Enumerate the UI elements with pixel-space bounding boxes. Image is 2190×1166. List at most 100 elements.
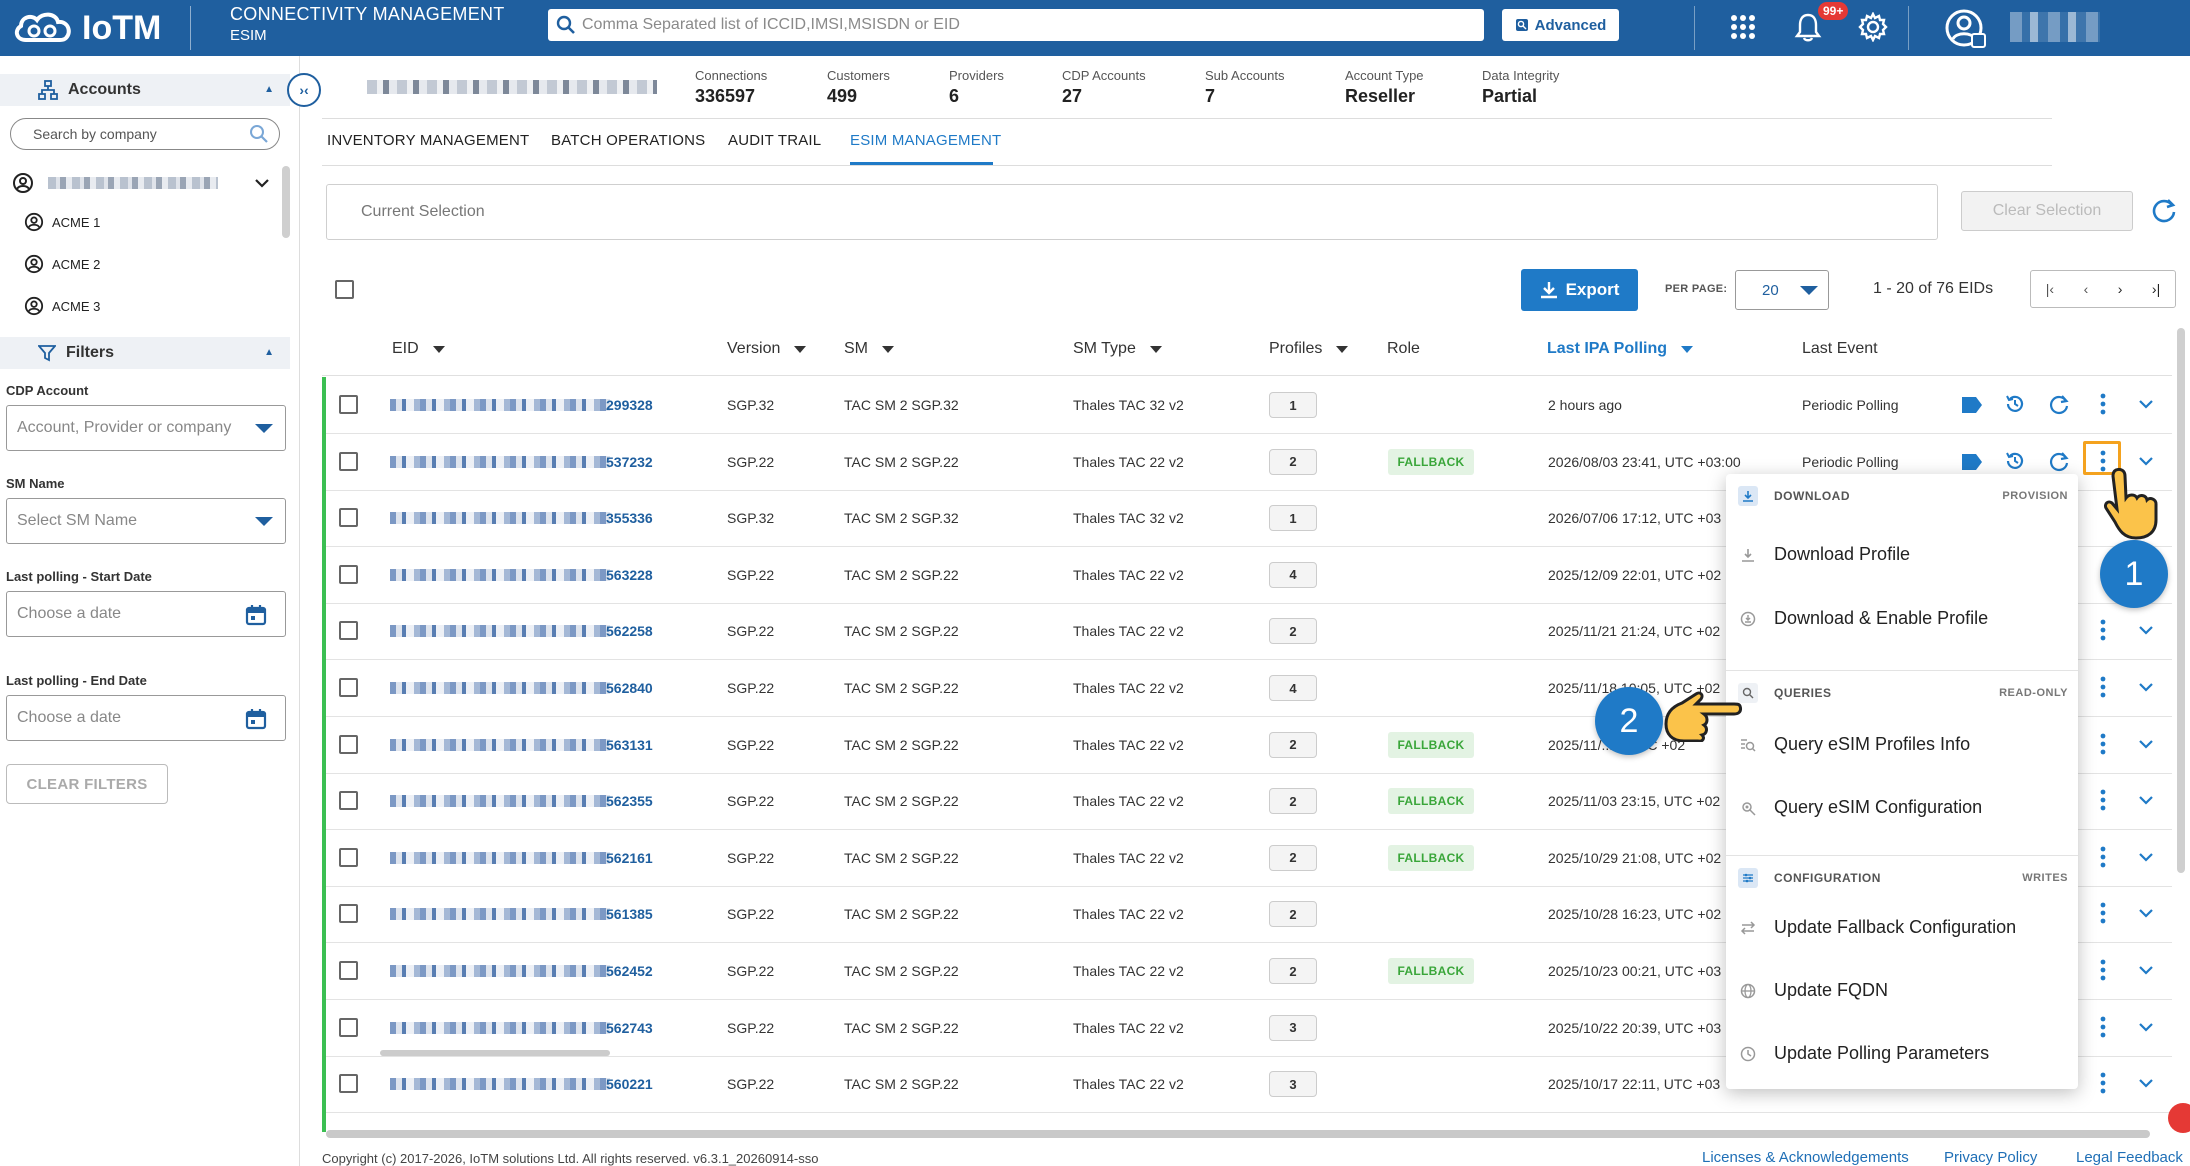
table-row[interactable]: 561385 SGP.22 TAC SM 2 SGP.22 Thales TAC 22…: [326, 886, 2172, 944]
column-last-event[interactable]: Last Event: [1802, 340, 1878, 358]
eid-link[interactable]: 563131: [606, 736, 653, 753]
row-checkbox[interactable]: [339, 734, 358, 754]
footer-link-legal[interactable]: Legal: [2076, 1149, 2113, 1166]
profiles-count[interactable]: 3: [1269, 1014, 1317, 1041]
profiles-count[interactable]: 2: [1269, 448, 1317, 475]
table-vertical-scrollbar[interactable]: [2177, 328, 2185, 873]
chevron-down-icon[interactable]: [254, 178, 270, 188]
tab-esim-management[interactable]: ESIM MANAGEMENT: [850, 132, 1002, 149]
chevron-down-icon[interactable]: [2138, 456, 2154, 466]
row-checkbox[interactable]: [339, 508, 358, 528]
chevron-down-icon[interactable]: [2138, 1078, 2154, 1088]
footer-link-privacy[interactable]: Privacy Policy: [1944, 1149, 2038, 1166]
tag-icon[interactable]: [1960, 395, 1984, 415]
column-sm[interactable]: SM: [844, 340, 894, 358]
chevron-down-icon[interactable]: [2138, 1022, 2154, 1032]
eid-link[interactable]: 562161: [606, 849, 653, 866]
table-row[interactable]: 562258 SGP.22 TAC SM 2 SGP.22 Thales TAC 22…: [326, 603, 2172, 661]
profiles-count[interactable]: 2: [1269, 844, 1317, 871]
chevron-down-icon[interactable]: [2138, 399, 2154, 409]
eid-link[interactable]: 537232: [606, 453, 653, 470]
table-row[interactable]: 562452 SGP.22 TAC SM 2 SGP.22 Thales TAC 22…: [326, 943, 2172, 1000]
table-row[interactable]: 562355 SGP.22 TAC SM 2 SGP.22 Thales TAC 22…: [326, 773, 2172, 831]
row-checkbox[interactable]: [339, 904, 358, 924]
chevron-down-icon[interactable]: [2138, 852, 2154, 862]
user-name-redacted[interactable]: [2010, 12, 2100, 42]
menu-item-update-fallback[interactable]: Update Fallback Configuration: [1726, 905, 2078, 949]
profiles-count[interactable]: 1: [1269, 392, 1317, 418]
row-checkbox[interactable]: [339, 564, 358, 584]
refresh-icon[interactable]: [2048, 450, 2070, 472]
column-version[interactable]: Version: [727, 340, 807, 358]
refresh-icon[interactable]: [2150, 196, 2178, 224]
profiles-count[interactable]: 1: [1269, 505, 1317, 532]
per-page-select[interactable]: 20: [1735, 270, 1829, 310]
table-row[interactable]: 563228 SGP.22 TAC SM 2 SGP.22 Thales TAC 22…: [326, 547, 2172, 604]
company-search-input[interactable]: [33, 126, 249, 142]
row-checkbox[interactable]: [339, 847, 358, 867]
eid-link[interactable]: 562355: [606, 793, 653, 810]
profiles-count[interactable]: 3: [1269, 1071, 1317, 1098]
table-row[interactable]: 537232 SGP.22 TAC SM 2 SGP.22 Thales TAC 22…: [326, 434, 2172, 491]
clear-filters-button[interactable]: CLEAR FILTERS: [6, 764, 168, 804]
sidebar-scrollbar[interactable]: [282, 166, 290, 238]
calendar-icon[interactable]: [245, 708, 267, 730]
account-item[interactable]: ACME 1: [24, 212, 100, 232]
row-checkbox[interactable]: [339, 1074, 358, 1094]
gear-icon[interactable]: [1858, 12, 1888, 42]
profiles-count[interactable]: 2: [1269, 788, 1317, 815]
chevron-up-icon[interactable]: ▲: [264, 347, 274, 358]
calendar-icon[interactable]: [245, 604, 267, 626]
end-date-field[interactable]: Choose a date: [6, 695, 286, 741]
more-vertical-icon[interactable]: [2099, 846, 2107, 868]
more-vertical-icon[interactable]: [2099, 393, 2107, 415]
row-checkbox[interactable]: [339, 621, 358, 641]
clear-selection-button[interactable]: Clear Selection: [1961, 191, 2133, 231]
eid-link[interactable]: 560221: [606, 1076, 653, 1093]
menu-item-download-enable-profile[interactable]: Download & Enable Profile: [1726, 596, 2078, 640]
account-root[interactable]: [12, 172, 272, 194]
profiles-count[interactable]: 2: [1269, 731, 1317, 758]
more-vertical-icon[interactable]: [2099, 1072, 2107, 1094]
more-vertical-icon[interactable]: [2099, 450, 2107, 472]
profiles-count[interactable]: 4: [1269, 561, 1317, 588]
last-page-icon[interactable]: ›|: [2151, 281, 2161, 297]
more-vertical-icon[interactable]: [2099, 676, 2107, 698]
tab-inventory-management[interactable]: INVENTORY MANAGEMENT: [327, 132, 530, 149]
eid-link[interactable]: 299328: [606, 397, 653, 413]
eid-column-scrollbar[interactable]: [380, 1050, 610, 1056]
menu-item-download-profile[interactable]: Download Profile: [1726, 532, 2078, 576]
column-profiles[interactable]: Profiles: [1269, 340, 1349, 358]
global-search[interactable]: [548, 9, 1484, 41]
column-role[interactable]: Role: [1387, 340, 1420, 358]
chevron-up-icon[interactable]: ▲: [264, 84, 274, 95]
start-date-field[interactable]: Choose a date: [6, 591, 286, 637]
column-eid[interactable]: EID: [392, 340, 445, 358]
chevron-down-icon[interactable]: [2138, 682, 2154, 692]
eid-link[interactable]: 562452: [606, 963, 653, 979]
eid-link[interactable]: 563228: [606, 566, 653, 583]
footer-link-feedback[interactable]: Feedback: [2117, 1149, 2183, 1166]
user-avatar-icon[interactable]: [1944, 6, 1988, 50]
more-vertical-icon[interactable]: [2099, 733, 2107, 755]
profiles-count[interactable]: 2: [1269, 618, 1317, 645]
menu-item-update-polling[interactable]: Update Polling Parameters: [1726, 1031, 2078, 1075]
more-vertical-icon[interactable]: [2099, 1016, 2107, 1038]
column-last-ipa-polling[interactable]: Last IPA Polling: [1547, 340, 1694, 358]
bell-icon[interactable]: [1794, 12, 1822, 42]
table-row[interactable]: 299328 SGP.32 TAC SM 2 SGP.32 Thales TAC 32…: [326, 377, 2172, 434]
tab-audit-trail[interactable]: AUDIT TRAIL: [728, 132, 822, 149]
row-checkbox[interactable]: [339, 678, 358, 697]
first-page-icon[interactable]: |‹: [2045, 281, 2055, 297]
sm-name-select[interactable]: Select SM Name: [6, 498, 286, 544]
select-all-checkbox[interactable]: [335, 280, 354, 299]
table-horizontal-scrollbar[interactable]: [326, 1130, 2150, 1138]
account-item[interactable]: ACME 3: [24, 296, 100, 316]
more-vertical-icon[interactable]: [2099, 902, 2107, 924]
chevron-down-icon[interactable]: [2138, 795, 2154, 805]
row-checkbox[interactable]: [339, 961, 358, 980]
menu-item-query-profiles-info[interactable]: Query eSIM Profiles Info: [1726, 722, 2078, 766]
accounts-header[interactable]: Accounts ▲: [0, 74, 290, 106]
current-selection-field[interactable]: Current Selection: [326, 184, 1938, 240]
menu-item-query-configuration[interactable]: Query eSIM Configuration: [1726, 785, 2078, 829]
